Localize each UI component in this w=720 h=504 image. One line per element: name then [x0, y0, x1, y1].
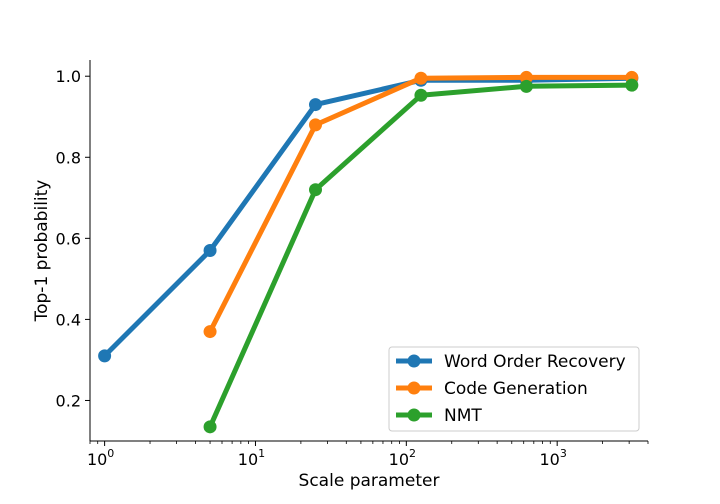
y-ticks: 0.2 0.4 0.6 0.8 1.0	[56, 67, 90, 410]
legend-swatch-marker	[407, 381, 421, 395]
legend: Word Order Recovery Code Generation NMT	[388, 346, 640, 432]
legend-entry: NMT	[396, 406, 482, 426]
data-point	[203, 325, 217, 339]
y-tick-label: 0.6	[56, 229, 81, 248]
y-tick-label: 0.2	[56, 391, 81, 410]
legend-entries: Word Order Recovery Code Generation NMT	[396, 352, 626, 426]
x-axis-title: Scale parameter	[299, 471, 440, 491]
legend-label: Word Order Recovery	[444, 352, 626, 372]
legend-label: NMT	[444, 406, 482, 426]
x-tick-label: 102	[389, 447, 416, 469]
series-line	[102, 75, 632, 358]
data-point	[625, 78, 639, 92]
y-tick-label: 1.0	[56, 67, 81, 86]
x-ticks: 100 101 102 103	[87, 441, 649, 469]
y-tick-label: 0.4	[56, 310, 81, 329]
data-point	[519, 70, 533, 84]
series-2	[203, 78, 639, 434]
x-tick-label: 100	[87, 447, 114, 469]
data-point	[309, 118, 323, 132]
data-point	[203, 244, 217, 257]
axes	[89, 60, 648, 442]
y-tick-label: 0.8	[56, 148, 81, 167]
data-point	[414, 71, 428, 85]
legend-swatch-marker	[407, 354, 421, 368]
data-point	[203, 420, 217, 434]
series-group	[98, 70, 639, 434]
legend-entry: Word Order Recovery	[396, 352, 626, 372]
y-axis-title: Top-1 probability	[32, 180, 52, 323]
data-point	[309, 183, 323, 197]
legend-swatch-marker	[407, 408, 421, 422]
data-point	[98, 349, 112, 363]
legend-label: Code Generation	[444, 379, 588, 399]
legend-entry: Code Generation	[396, 379, 588, 399]
x-tick-label: 101	[238, 447, 265, 469]
x-tick-label: 103	[539, 447, 566, 469]
data-point	[414, 88, 428, 102]
data-point	[519, 79, 533, 93]
series-line	[207, 74, 632, 333]
series-0	[98, 71, 639, 363]
legend-box	[388, 346, 640, 432]
data-point	[309, 98, 323, 112]
